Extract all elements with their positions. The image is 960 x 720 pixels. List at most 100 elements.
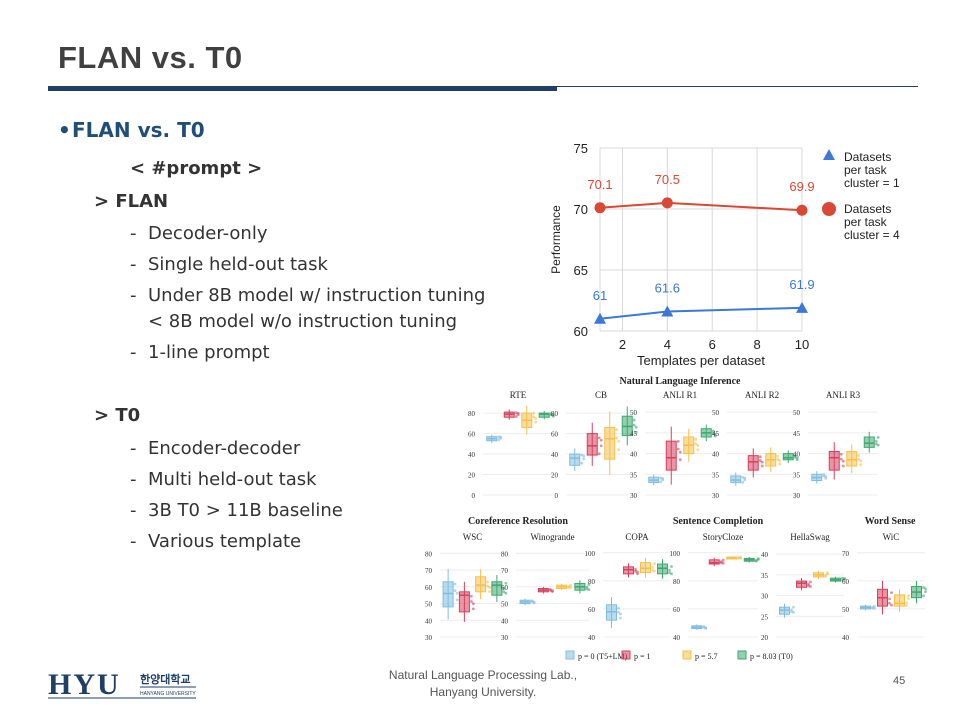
box-point <box>711 429 715 433</box>
box-point <box>587 583 591 587</box>
box-point <box>907 597 910 601</box>
data-label: 61 <box>593 288 607 303</box>
box-point <box>857 457 861 461</box>
box-point <box>615 436 619 440</box>
panel-tick-label: 70 <box>425 567 433 575</box>
box <box>796 580 807 588</box>
panel-tick-label: 70 <box>842 550 850 558</box>
box-point <box>617 448 621 452</box>
box-point <box>793 454 797 458</box>
box <box>665 440 677 471</box>
box-point <box>839 452 843 456</box>
box-point <box>754 558 758 562</box>
data-point <box>796 204 808 216</box>
panel-title: ANLI R2 <box>745 390 779 400</box>
box-point <box>778 459 782 463</box>
panel-tick-label: 45 <box>793 430 801 438</box>
box-point <box>530 599 534 603</box>
box-point <box>826 571 829 575</box>
box-point <box>859 463 863 467</box>
panel-title: ANLI R1 <box>663 390 697 400</box>
panel-tick-label: 40 <box>761 551 769 559</box>
box <box>863 436 875 448</box>
box-point <box>569 583 573 587</box>
box-point <box>792 605 795 609</box>
legend-swatch <box>682 650 692 660</box>
x-axis-label: Templates per dataset <box>637 353 765 368</box>
box-point <box>636 570 639 574</box>
box <box>894 594 905 607</box>
panel-tick-label: 60 <box>468 431 476 439</box>
box-point <box>634 567 637 571</box>
box <box>828 451 840 471</box>
box-point <box>632 418 636 422</box>
hyu-logo-mark: HYU 한양대학교 HANYANG UNIVERSITY <box>48 668 196 701</box>
box-point <box>569 586 573 590</box>
box-point <box>597 436 601 440</box>
box-point <box>721 561 725 565</box>
box <box>538 412 550 418</box>
panel-tick-label: 50 <box>842 606 850 614</box>
box-point <box>776 454 780 458</box>
box-point <box>619 612 622 616</box>
box-point <box>905 604 908 608</box>
panel-title: WSC <box>463 532 483 542</box>
panel-tick-label: 40 <box>425 617 433 625</box>
data-point <box>661 305 674 317</box>
box-point <box>659 480 663 484</box>
box-point <box>741 480 745 484</box>
logo-subtext: HANYANG UNIVERSITY <box>140 691 196 697</box>
box-point <box>471 602 475 606</box>
box-point <box>497 438 501 442</box>
panel-tick-label: 60 <box>551 431 559 439</box>
panel-tick-label: 40 <box>468 451 476 459</box>
flan-header: > FLAN <box>94 191 169 212</box>
legend-label: Datasets <box>844 202 891 216</box>
box-point <box>795 456 799 460</box>
panel-tick-label: 35 <box>712 471 720 479</box>
box-point <box>502 590 506 594</box>
box <box>475 576 487 593</box>
box-point <box>549 412 553 416</box>
box-point <box>617 440 621 443</box>
data-point <box>594 312 606 324</box>
panel-tick-label: 80 <box>673 578 681 586</box>
box-point <box>582 457 586 461</box>
footer-lab: Natural Language Processing Lab., Hanyan… <box>380 667 586 701</box>
panel-tick-label: 30 <box>630 492 638 500</box>
panel-tick-label: 30 <box>501 634 509 642</box>
panel-tick-label: 60 <box>425 584 433 592</box>
box <box>846 451 858 467</box>
panel-tick-label: 40 <box>501 617 509 625</box>
flan-line-chart: 2 4 6 8 10 60 65 70 75 Templates per dataset Perfo… <box>549 141 900 368</box>
box-point <box>760 464 764 468</box>
box-point <box>758 459 762 462</box>
footer-lab-name: Natural Language Processing Lab., <box>388 668 578 682</box>
box-point <box>469 594 473 598</box>
x-tick-label: 2 <box>619 337 626 352</box>
box-point <box>580 461 584 465</box>
flan-item: - Single held-out task <box>130 254 328 275</box>
bullet-dot: • <box>58 118 71 142</box>
x-tick-label: 4 <box>664 337 671 352</box>
box-point <box>634 425 638 429</box>
title-underline-thick <box>48 86 557 91</box>
t0-item: - Multi held-out task <box>130 469 317 490</box>
box-point <box>651 566 654 569</box>
box <box>782 453 794 461</box>
box-point <box>807 582 810 586</box>
legend-label: per task <box>844 215 888 229</box>
box <box>569 453 581 466</box>
box-point <box>721 558 725 562</box>
box-point <box>580 453 584 457</box>
box-point <box>841 459 845 463</box>
box-point <box>694 437 698 441</box>
box <box>458 591 470 613</box>
legend-label: per task <box>844 163 888 177</box>
box-point <box>778 462 782 466</box>
box <box>730 475 742 484</box>
legend-label: cluster = 1 <box>844 176 900 190</box>
box-point <box>719 560 723 564</box>
t0-item: - Encoder-decoder <box>130 438 301 459</box>
box-point <box>617 610 620 614</box>
